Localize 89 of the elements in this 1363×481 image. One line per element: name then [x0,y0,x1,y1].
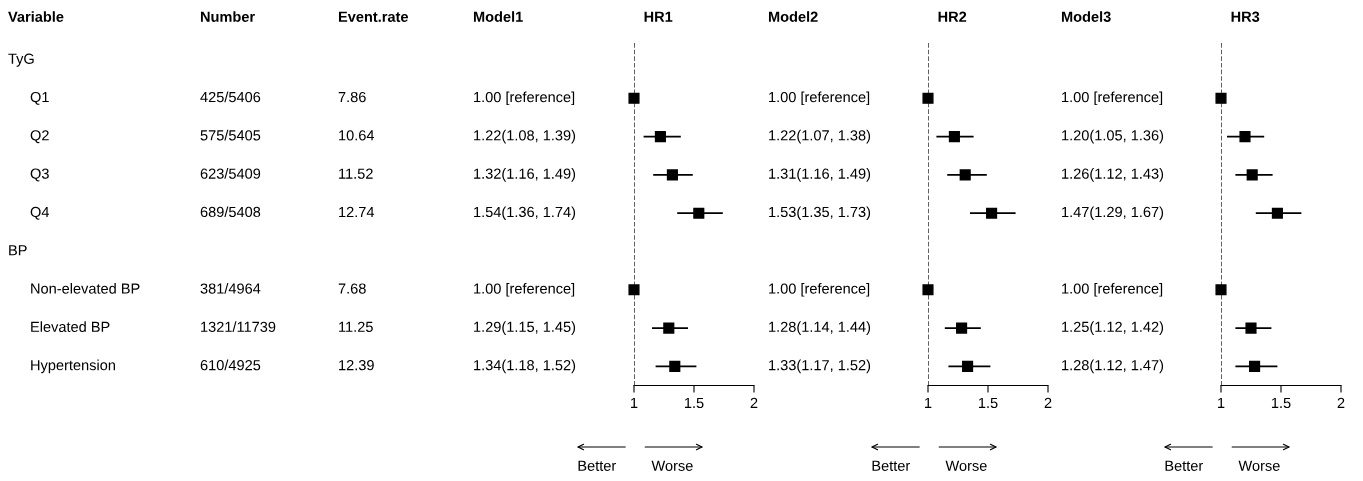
point [693,207,705,219]
data-label: 1321/11739 [201,321,276,333]
point [922,92,934,104]
point [663,322,675,334]
data-label: 1.33(1.17, 1.52) [769,359,871,374]
data-label: 381/4964 [200,283,261,294]
x-tick-label: 1.5 [684,397,704,409]
data-label: 1.28(1.12, 1.47) [1062,359,1164,374]
data-label: 7.68 [338,283,366,294]
data-label: 425/5406 [200,91,261,103]
text: Better [578,460,617,471]
x-tick-label: 1.5 [1271,397,1291,409]
point [948,131,960,143]
point [1215,284,1227,296]
chart-title: HR2 [938,11,967,22]
data-label: 7.86 [338,91,366,103]
point [1246,169,1258,181]
data-label: 1.31(1.16, 1.49) [769,168,871,182]
data-label: 1.00 [reference] [474,91,575,106]
data-label: 1.28(1.14, 1.44) [769,321,871,335]
category-label: Elevated BP [31,321,110,333]
data-label: 12.74 [339,206,375,217]
data-label: 1.00 [reference] [769,91,870,106]
text: Better [1165,460,1204,471]
data-label: 1.00 [reference] [474,283,575,297]
point [1249,360,1261,372]
point [628,92,640,104]
text: Variable [8,11,64,22]
category-label: Non-elevated BP [31,283,140,294]
text: Worse [1238,460,1280,471]
text: Better [872,460,911,471]
data-label: 1.26(1.12, 1.43) [1062,168,1164,182]
x-tick-label: 2 [1044,397,1052,408]
data-label: 1.53(1.35, 1.73) [769,206,871,220]
data-label: 1.22(1.08, 1.39) [474,129,576,144]
category-label: Q4 [30,206,50,220]
point [654,131,666,143]
x-tick-label: 1 [925,397,932,408]
text: Model1 [473,11,523,22]
x-tick-label: 2 [1337,397,1345,408]
category-label: TyG [8,53,34,67]
point [956,322,968,334]
category-label: Q2 [30,130,49,144]
data-label: 11.25 [339,321,373,333]
text: Number [200,11,255,22]
data-label: 610/4925 [200,359,261,371]
x-tick-label: 2 [750,397,758,408]
category-label: BP [9,245,27,256]
text: Model3 [1061,11,1111,22]
text: Model2 [768,11,818,22]
chart-title: HR3 [1231,11,1260,22]
point [922,284,934,296]
point [1245,322,1257,334]
point [962,360,974,372]
point [628,284,640,296]
data-label: 12.39 [339,359,374,371]
data-label: 1.47(1.29, 1.67) [1062,206,1164,220]
point [986,207,998,219]
point [666,169,678,181]
category-label: Q3 [30,168,49,182]
x-tick-label: 1.5 [978,397,998,409]
chart-title: HR1 [644,11,673,22]
data-label: 1.00 [reference] [1062,283,1163,297]
data-label: 1.32(1.16, 1.49) [474,168,576,182]
data-label: 623/5409 [200,168,261,179]
data-label: 689/5408 [200,206,261,218]
category-label: Q1 [30,91,49,105]
data-label: 1.22(1.07, 1.38) [769,129,871,144]
data-label: 1.00 [reference] [769,283,870,297]
data-label: 1.25(1.12, 1.42) [1062,321,1164,335]
x-tick-label: 1 [1218,397,1225,408]
text: Worse [945,460,987,471]
point [669,360,681,372]
data-label: 1.20(1.05, 1.36) [1062,129,1164,144]
point [1215,92,1227,104]
x-tick-label: 1 [631,397,638,408]
text: Worse [651,460,693,471]
data-label: 10.64 [339,130,375,141]
text: Event.rate [338,11,409,22]
point [959,169,971,181]
data-label: 1.34(1.18, 1.52) [474,359,576,374]
category-label: Hypertension [31,359,115,374]
data-label: 575/5405 [200,129,261,141]
data-label: 11.52 [339,168,373,179]
data-label: 1.54(1.36, 1.74) [474,206,576,220]
point [1239,131,1251,143]
point [1271,207,1283,219]
data-label: 1.29(1.15, 1.45) [474,321,576,335]
data-label: 1.00 [reference] [1062,91,1163,106]
